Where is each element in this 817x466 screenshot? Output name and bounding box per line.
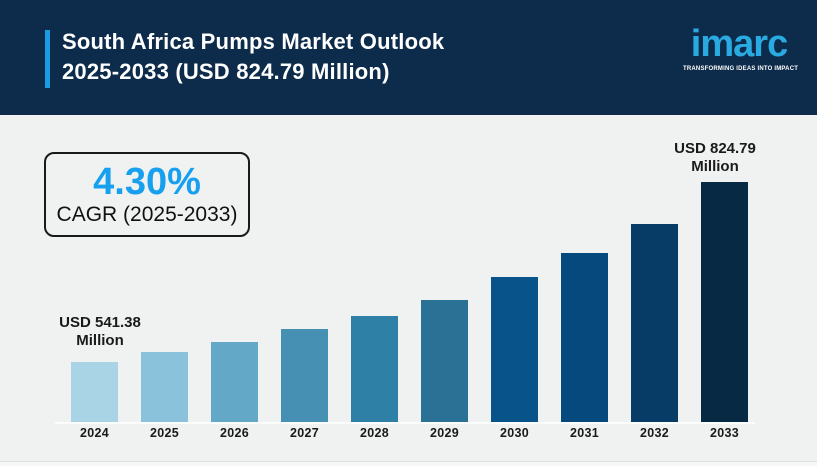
x-axis-label-2029: 2029: [429, 426, 459, 440]
title-accent-bar: [45, 30, 50, 88]
bar-2032: [631, 224, 678, 422]
bar-group-2032: 2032: [631, 224, 678, 440]
x-axis-label-2026: 2026: [219, 426, 249, 440]
footer-strip: [0, 461, 817, 466]
x-axis-label-2031: 2031: [569, 426, 599, 440]
imarc-logo: imarc TRANSFORMING IDEAS INTO IMPACT: [683, 22, 799, 72]
bar-2028: [351, 316, 398, 422]
bar-group-2027: 2027: [281, 329, 328, 440]
cagr-value: 4.30%: [93, 160, 201, 203]
bar-chart: 2024 2025 2026 2027 2028 2029 2030 2031 2032 2033: [71, 182, 748, 440]
bar-2031: [561, 253, 608, 422]
page-title-line1: South Africa Pumps Market Outlook: [62, 29, 445, 54]
bar-2027: [281, 329, 328, 422]
end-value-label: USD 824.79 Million: [645, 140, 785, 176]
x-axis-label-2024: 2024: [79, 426, 109, 440]
x-axis-label-2027: 2027: [289, 426, 319, 440]
bar-2025: [141, 352, 188, 422]
page-title: South Africa Pumps Market Outlook 2025-2…: [62, 27, 444, 87]
bar-group-2026: 2026: [211, 342, 258, 440]
start-value-line2: Million: [76, 332, 124, 349]
x-axis-label-2032: 2032: [639, 426, 669, 440]
bar-2026: [211, 342, 258, 422]
imarc-logo-tagline: TRANSFORMING IDEAS INTO IMPACT: [683, 66, 799, 72]
x-axis-label-2030: 2030: [499, 426, 529, 440]
start-value-label: USD 541.38 Million: [30, 314, 170, 350]
bar-2024: [71, 362, 118, 422]
bar-group-2025: 2025: [141, 352, 188, 440]
bar-2033: [701, 182, 748, 422]
start-value-line1: USD 541.38: [59, 314, 141, 331]
end-value-line1: USD 824.79: [674, 140, 756, 157]
bar-group-2031: 2031: [561, 253, 608, 440]
x-axis-label-2028: 2028: [359, 426, 389, 440]
page-title-line2: 2025-2033 (USD 824.79 Million): [62, 59, 390, 84]
bar-group-2028: 2028: [351, 316, 398, 440]
header: South Africa Pumps Market Outlook 2025-2…: [0, 0, 817, 115]
bar-2030: [491, 277, 538, 422]
bar-2029: [421, 300, 468, 422]
end-value-line2: Million: [691, 158, 739, 175]
chart-canvas: 4.30% CAGR (2025-2033) USD 541.38 Millio…: [0, 115, 817, 466]
bar-group-2029: 2029: [421, 300, 468, 440]
bar-group-2024: 2024: [71, 362, 118, 440]
cagr-box: 4.30% CAGR (2025-2033): [44, 152, 250, 237]
x-axis-baseline: [55, 422, 755, 424]
x-axis-label-2025: 2025: [149, 426, 179, 440]
cagr-label: CAGR (2025-2033): [56, 202, 238, 226]
x-axis-label-2033: 2033: [709, 426, 739, 440]
bar-group-2030: 2030: [491, 277, 538, 440]
bar-group-2033: 2033: [701, 182, 748, 440]
imarc-logo-text: imarc: [690, 23, 788, 65]
